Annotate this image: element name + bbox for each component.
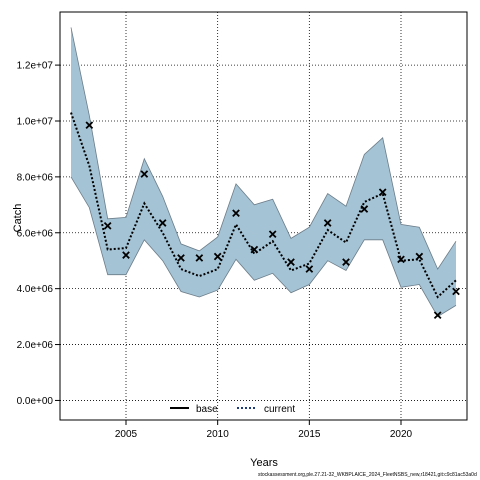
y-tick-label-2: 4.0e+06 bbox=[17, 284, 54, 295]
observed-point-2011 bbox=[232, 209, 240, 218]
observed-point-2021 bbox=[415, 252, 424, 261]
x-tick-label-1: 2010 bbox=[207, 429, 230, 440]
observed-point-2014 bbox=[287, 258, 295, 266]
observed-point-2022 bbox=[433, 311, 442, 320]
footer-caption: stockassessment.org,ple.27.21-32_WKBPLAI… bbox=[258, 472, 477, 478]
observed-point-2010 bbox=[213, 252, 222, 261]
observed-point-2005 bbox=[122, 251, 130, 259]
x-axis-ticks: 2005 2010 2015 2020 bbox=[115, 420, 413, 440]
plot-frame bbox=[59, 11, 468, 421]
observed-point-2023 bbox=[452, 287, 460, 296]
x-axis-title: Years bbox=[250, 457, 278, 469]
y-axis-title: Catch bbox=[12, 204, 24, 233]
x-tick-label-0: 2005 bbox=[115, 429, 138, 440]
observed-point-2013 bbox=[268, 230, 277, 239]
observed-point-2008 bbox=[177, 254, 185, 262]
observed-point-2020 bbox=[397, 255, 405, 264]
observed-point-2016 bbox=[323, 219, 332, 227]
y-tick-label-5: 1.0e+07 bbox=[17, 116, 54, 127]
observed-point-2018 bbox=[360, 205, 369, 213]
legend: base current bbox=[170, 404, 295, 415]
observed-point-2009 bbox=[195, 254, 204, 262]
observed-markers bbox=[85, 121, 460, 320]
y-axis-ticks: 0.0e+00 2.0e+06 4.0e+06 6.0e+06 8.0e+06 1.0e+… bbox=[17, 61, 60, 407]
legend-base-label: base bbox=[196, 404, 218, 415]
band-upper-edge bbox=[70, 27, 457, 270]
y-tick-label-1: 2.0e+06 bbox=[17, 340, 54, 351]
observed-point-2004 bbox=[103, 221, 112, 230]
x-tick-label-2: 2015 bbox=[298, 429, 321, 440]
series-current-line bbox=[70, 112, 457, 299]
observed-point-2003 bbox=[85, 121, 94, 130]
observed-point-2006 bbox=[140, 170, 149, 178]
observed-point-2015 bbox=[305, 265, 314, 273]
observed-point-2012 bbox=[250, 245, 259, 254]
band-lower-edge bbox=[70, 176, 457, 318]
y-tick-label-6: 1.2e+07 bbox=[17, 61, 54, 72]
observed-point-2019 bbox=[378, 188, 387, 197]
legend-current-label: current bbox=[264, 404, 295, 415]
confidence-band bbox=[71, 27, 456, 317]
y-tick-label-4: 8.0e+06 bbox=[17, 172, 54, 183]
observed-point-2017 bbox=[342, 258, 350, 266]
x-tick-label-3: 2020 bbox=[390, 429, 413, 440]
y-tick-label-0: 0.0e+00 bbox=[17, 396, 54, 407]
y-tick-label-3: 6.0e+06 bbox=[17, 228, 54, 239]
observed-point-2007 bbox=[158, 219, 167, 227]
